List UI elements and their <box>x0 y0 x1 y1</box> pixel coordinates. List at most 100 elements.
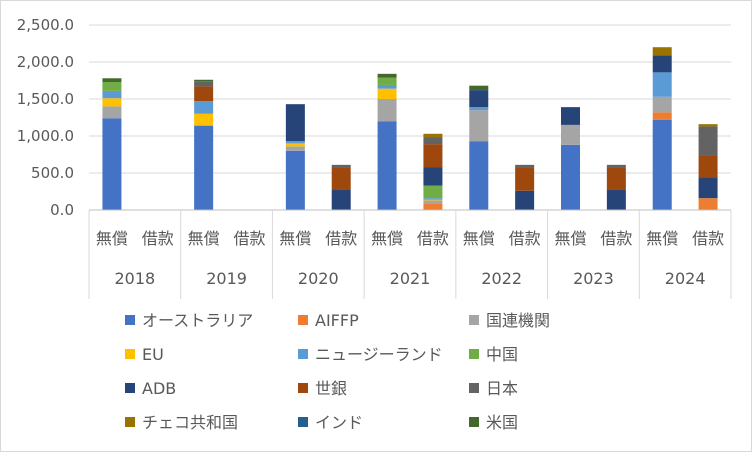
legend-label: ADB <box>142 379 176 398</box>
x-subcategory-label: 借款 <box>417 229 449 248</box>
legend-swatch <box>125 315 135 325</box>
legend: オーストラリア AIFFP 国連機関 EU ニュージーランド 中国 ADB 世銀 日本チェコ共和… <box>125 311 550 432</box>
y-tick-label: 2,000.0 <box>17 53 74 71</box>
bar-segment <box>698 126 718 156</box>
x-subcategory-label: 借款 <box>509 229 541 248</box>
bar-segment <box>606 167 626 191</box>
bar-segment <box>102 106 122 119</box>
legend-swatch <box>298 349 308 359</box>
bars <box>102 47 718 210</box>
x-subcategory-label: 無償 <box>463 229 495 248</box>
legend-swatch <box>469 383 479 393</box>
bar-segment <box>331 190 351 210</box>
bar-segment <box>377 99 397 122</box>
x-subcategory-label: 借款 <box>325 229 357 248</box>
x-group-label: 2024 <box>665 269 706 288</box>
bar-segment <box>423 200 443 204</box>
legend-label: 中国 <box>486 345 518 364</box>
legend-label: EU <box>142 345 164 364</box>
bar-segment <box>515 190 535 210</box>
bar-segment <box>285 150 305 210</box>
legend-swatch <box>125 383 135 393</box>
legend-label: 国連機関 <box>486 311 550 330</box>
legend-label: 米国 <box>486 413 518 432</box>
x-subcategory-label: 借款 <box>142 229 174 248</box>
bar-segment <box>698 198 718 210</box>
x-group-label: 2019 <box>206 269 247 288</box>
bar-segment <box>423 144 443 168</box>
y-tick-label: 500.0 <box>31 164 74 182</box>
legend-swatch <box>298 417 308 427</box>
bar-segment <box>194 86 214 102</box>
x-subcategory-label: 借款 <box>600 229 632 248</box>
x-group-label: 2023 <box>573 269 614 288</box>
legend-swatch <box>469 417 479 427</box>
gridlines <box>89 24 731 174</box>
bar-segment <box>652 112 672 120</box>
x-subcategory-label: 借款 <box>692 229 724 248</box>
bar-segment <box>561 107 580 125</box>
legend-swatch <box>125 349 135 359</box>
x-group-label: 2021 <box>390 269 431 288</box>
bar-segment <box>331 167 351 191</box>
x-group-label: 2022 <box>481 269 522 288</box>
bar-segment <box>423 199 443 201</box>
bar-segment <box>194 125 214 210</box>
bar-segment <box>423 203 443 210</box>
legend-swatch <box>125 417 135 427</box>
bar-segment <box>606 190 626 210</box>
bar-segment <box>194 113 214 126</box>
legend-label: 世銀 <box>315 379 347 398</box>
bar-segment <box>194 81 214 87</box>
x-subcategory-label: 無償 <box>188 229 220 248</box>
legend-swatch <box>298 315 308 325</box>
bar-segment <box>515 167 535 191</box>
bar-segment <box>102 98 122 107</box>
bar-segment <box>469 90 489 108</box>
bar-segment <box>698 124 718 127</box>
bar-segment <box>469 141 489 210</box>
x-subcategory-label: 無償 <box>371 229 403 248</box>
y-tick-label: 1,000.0 <box>17 127 74 145</box>
legend-label: ニュージーランド <box>315 345 443 364</box>
bar-segment <box>515 164 535 168</box>
legend-label: チェコ共和国 <box>142 413 238 432</box>
bar-segment <box>606 164 626 168</box>
bar-segment <box>102 81 122 91</box>
bar-segment <box>652 55 672 73</box>
bar-segment <box>377 121 397 210</box>
bar-segment <box>652 96 672 113</box>
bar-segment <box>423 137 443 145</box>
x-subcategory-label: 借款 <box>233 229 265 248</box>
bar-segment <box>377 73 397 78</box>
bar-segment <box>469 85 489 91</box>
bar-segment <box>698 177 718 199</box>
bar-segment <box>194 79 214 82</box>
bar-segment <box>285 143 305 147</box>
bar-segment <box>698 155 718 178</box>
legend-label: 日本 <box>486 379 518 398</box>
y-tick-label: 1,500.0 <box>17 90 74 108</box>
bar-segment <box>652 119 672 210</box>
bar-segment <box>423 167 443 186</box>
legend-label: オーストラリア <box>142 311 253 330</box>
bar-segment <box>377 84 397 89</box>
legend-label: AIFFP <box>315 311 359 330</box>
x-group-label: 2018 <box>114 269 155 288</box>
legend-label: インド <box>315 413 363 432</box>
x-subcategory-label: 無償 <box>279 229 311 248</box>
bar-segment <box>652 47 672 56</box>
bar-segment <box>285 104 305 142</box>
legend-swatch <box>298 383 308 393</box>
bar-segment <box>285 141 305 144</box>
bar-segment <box>377 88 397 99</box>
bar-segment <box>194 101 214 114</box>
bar-segment <box>423 185 443 199</box>
bar-segment <box>652 72 672 97</box>
bar-segment <box>102 90 122 99</box>
bar-segment <box>377 77 397 85</box>
legend-swatch <box>469 315 479 325</box>
x-subcategory-label: 無償 <box>96 229 128 248</box>
